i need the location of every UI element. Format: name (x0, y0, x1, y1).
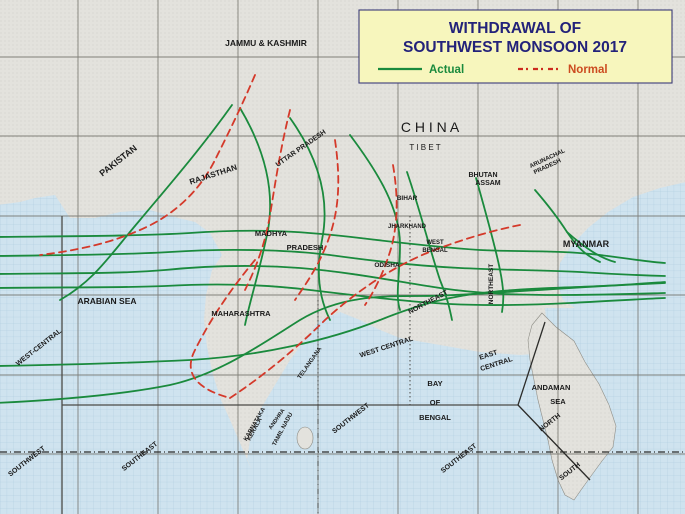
svg-text:Normal: Normal (568, 64, 608, 76)
svg-text:ODISHA: ODISHA (374, 262, 400, 269)
svg-text:MYANMAR: MYANMAR (563, 239, 610, 249)
svg-text:Actual: Actual (429, 64, 464, 76)
svg-text:ASSAM: ASSAM (475, 180, 500, 187)
svg-text:OF: OF (430, 398, 441, 407)
svg-text:BIHAR: BIHAR (397, 195, 418, 202)
svg-text:BENGAL: BENGAL (419, 413, 451, 422)
svg-text:ANDAMAN: ANDAMAN (532, 383, 571, 392)
svg-text:JAMMU & KASHMIR: JAMMU & KASHMIR (225, 38, 307, 48)
svg-text:SEA: SEA (550, 397, 566, 406)
svg-text:BHUTAN: BHUTAN (468, 172, 497, 179)
svg-text:PRADESH: PRADESH (287, 243, 324, 252)
svg-text:MADHYA: MADHYA (255, 229, 288, 238)
svg-text:ARABIAN SEA: ARABIAN SEA (77, 296, 136, 306)
svg-text:BENGAL: BENGAL (422, 248, 448, 254)
svg-text:C H I N A: C H I N A (401, 119, 460, 135)
svg-text:T I B E T: T I B E T (409, 143, 440, 152)
svg-text:WITHDRAWAL OF: WITHDRAWAL OF (449, 20, 581, 37)
svg-text:JHARKHAND: JHARKHAND (388, 224, 427, 230)
svg-text:MAHARASHTRA: MAHARASHTRA (211, 309, 271, 318)
svg-text:NORTHEAST: NORTHEAST (488, 264, 495, 304)
svg-text:WEST: WEST (426, 240, 444, 246)
svg-text:SOUTHWEST MONSOON 2017: SOUTHWEST MONSOON 2017 (403, 39, 627, 56)
svg-text:BAY: BAY (427, 379, 442, 388)
